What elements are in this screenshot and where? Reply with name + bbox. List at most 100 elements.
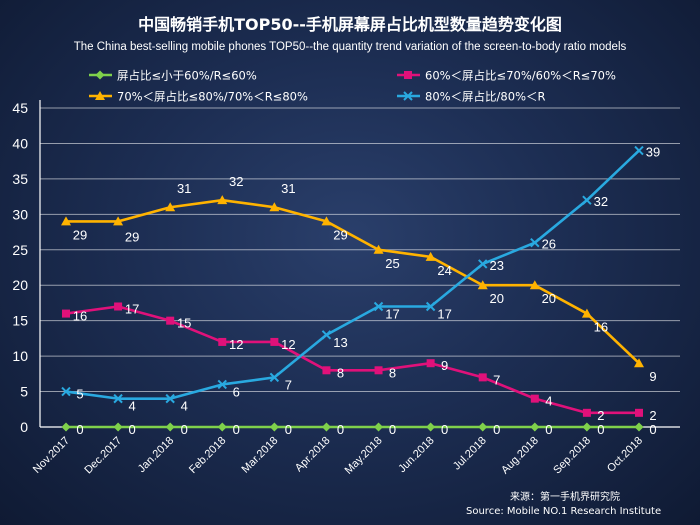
- data-point: [530, 237, 540, 248]
- data-point: [478, 259, 488, 269]
- data-label: 0: [649, 422, 656, 437]
- data-point: [321, 422, 331, 432]
- data-label: 0: [233, 422, 240, 437]
- x-marker-stroke: [321, 330, 332, 340]
- data-label: 25: [385, 256, 399, 271]
- x-marker-stroke: [634, 145, 644, 156]
- data-label: 16: [594, 320, 608, 335]
- data-point: [269, 372, 280, 383]
- data-point: [373, 301, 384, 312]
- data-label: 9: [649, 369, 656, 384]
- data-label: 2: [649, 408, 656, 423]
- legend-swatch-marker: [95, 70, 105, 80]
- legend-swatch-marker: [403, 91, 413, 101]
- data-point: [114, 302, 123, 311]
- data-point: [321, 330, 332, 340]
- data-label: 13: [333, 335, 347, 350]
- data-point: [581, 308, 592, 318]
- data-label: 32: [229, 174, 243, 189]
- data-point: [373, 244, 384, 254]
- legend-label: 60%＜屏占比≤70%/60%＜R≤70%: [425, 69, 616, 83]
- data-point: [634, 358, 644, 368]
- x-marker-stroke: [425, 301, 436, 312]
- data-point: [113, 393, 123, 404]
- data-label: 29: [73, 227, 87, 242]
- series-line: [65, 149, 640, 400]
- data-label: 0: [389, 422, 396, 437]
- data-point: [478, 422, 488, 432]
- data-point: [113, 422, 123, 432]
- data-label: 0: [76, 422, 83, 437]
- data-label: 12: [281, 337, 295, 352]
- data-label: 20: [489, 291, 503, 306]
- data-point: [425, 301, 436, 312]
- source-line-cn: 来源：第一手机界研究院: [510, 490, 620, 503]
- data-point: [426, 422, 436, 432]
- y-tick-label: 20: [12, 277, 28, 293]
- data-point: [374, 366, 383, 375]
- x-tick-label: Mar.2018: [240, 435, 281, 476]
- x-tick-label: Sep.2018: [551, 435, 593, 477]
- data-labels: 0 0 0 0 0 0 0 0 0 0 0 0 16 17 15 12 12 8 8 9 7 4 2 2 29 29 31 32 31 2…: [73, 145, 660, 437]
- series-line: [65, 305, 639, 415]
- data-point: [165, 422, 175, 432]
- x-marker-stroke: [269, 372, 280, 383]
- x-marker-stroke: [582, 195, 592, 205]
- x-tick-label: Jun.2018: [396, 435, 436, 475]
- data-label: 8: [337, 365, 344, 380]
- data-point: [61, 386, 71, 397]
- data-label: 4: [545, 394, 552, 409]
- x-tick-label: Jan.2018: [136, 435, 176, 475]
- data-point: [322, 366, 331, 375]
- data-point: [269, 422, 279, 432]
- x-tick-label: May.2018: [343, 435, 385, 477]
- x-marker-stroke: [61, 386, 71, 397]
- data-label: 29: [125, 229, 139, 244]
- data-label: 9: [441, 358, 448, 373]
- x-tick-label: Oct.2018: [605, 435, 645, 475]
- x-tick-label: Jul.2018: [451, 435, 489, 473]
- data-point: [269, 202, 280, 212]
- chart-subtitle: The China best-selling mobile phones TOP…: [74, 41, 627, 53]
- legend: 屏占比≤小于60%/R≤60% 60%＜屏占比≤70%/60%＜R≤70% 70%＜…: [89, 69, 616, 104]
- data-point: [165, 393, 175, 404]
- data-point: [634, 145, 644, 156]
- y-axis-ticks: 0 5 10 15 20 25 30 35 40 45: [12, 100, 28, 435]
- data-label: 39: [646, 145, 660, 160]
- source-line-en: Source: Mobile NO.1 Research Institute: [466, 506, 661, 517]
- data-point: [217, 195, 228, 205]
- data-point: [582, 408, 591, 417]
- data-point: [530, 394, 539, 403]
- data-label: 17: [385, 306, 399, 321]
- legend-swatch-marker: [404, 71, 412, 79]
- data-point: [61, 216, 71, 226]
- data-point: [635, 408, 643, 417]
- data-point: [62, 309, 70, 318]
- data-label: 20: [542, 291, 556, 306]
- x-tick-label: Nov.2017: [31, 435, 72, 476]
- legend-swatch-marker: [95, 91, 105, 100]
- data-label: 7: [285, 377, 292, 392]
- data-label: 24: [437, 263, 451, 278]
- data-label: 23: [489, 258, 503, 273]
- data-label: 32: [594, 194, 608, 209]
- x-tick-label: Feb.2018: [187, 435, 228, 476]
- x-marker-stroke: [373, 301, 384, 312]
- data-label: 31: [281, 181, 295, 196]
- series-line: [66, 198, 640, 365]
- x-marker-stroke: [403, 91, 413, 101]
- legend-label: 80%＜屏占比/80%＜R: [425, 90, 546, 104]
- legend-label: 屏占比≤小于60%/R≤60%: [117, 69, 257, 83]
- data-point: [217, 379, 227, 390]
- data-point: [166, 316, 175, 325]
- y-tick-label: 30: [12, 206, 28, 222]
- data-label: 0: [441, 422, 448, 437]
- data-point: [217, 422, 227, 432]
- data-point: [426, 359, 435, 368]
- x-marker-stroke: [217, 379, 227, 390]
- data-label: 31: [177, 181, 191, 196]
- legend-label: 70%＜屏占比≤80%/70%＜R≤80%: [117, 90, 308, 104]
- data-label: 0: [597, 422, 604, 437]
- x-tick-label: Aug.2018: [499, 435, 541, 477]
